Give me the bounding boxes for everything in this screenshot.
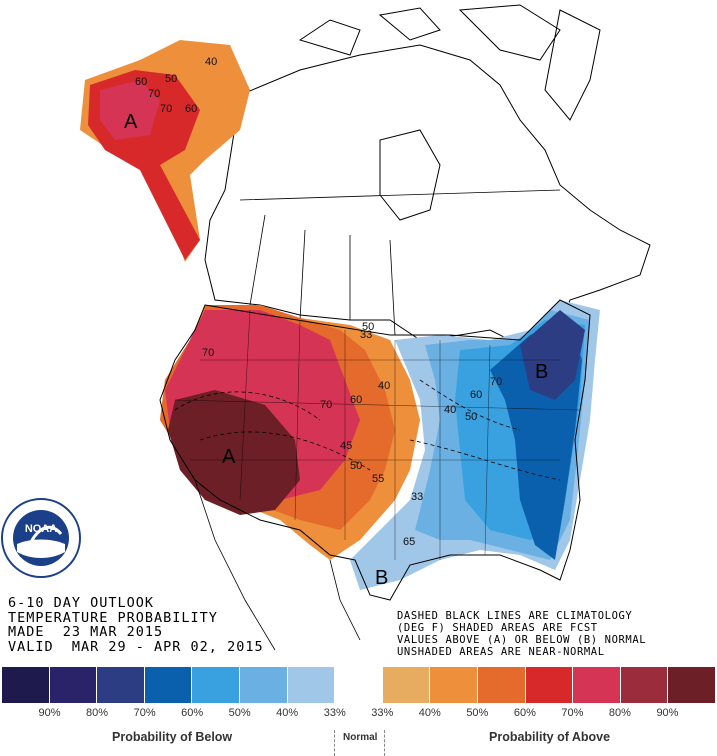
legend-swatch	[2, 667, 50, 703]
legend-swatch	[335, 667, 383, 703]
alaska-letter: A	[124, 111, 138, 133]
legend-tick-label: 80%	[86, 707, 109, 719]
contour-label: 55	[372, 473, 384, 485]
mexico-outline	[194, 479, 361, 651]
caption-above: Probability of Above	[489, 730, 611, 744]
note-line: VALUES ABOVE (A) OR BELOW (B) NORMAL	[397, 634, 647, 646]
legend-tick-label: 60%	[181, 707, 204, 719]
title-line: VALID MAR 29 - APR 02, 2015	[8, 638, 264, 655]
contour-label: 50	[362, 321, 374, 333]
legend-swatch	[668, 667, 715, 703]
hudson-bay-outline	[379, 129, 441, 221]
noaa-logo-text: NOAA	[25, 523, 57, 535]
legend-swatch	[382, 667, 431, 703]
caption-normal: Normal	[343, 732, 378, 743]
legend-tick-label: 40%	[418, 707, 441, 719]
legend-tick-label: 90%	[38, 707, 61, 719]
contour-label: 60	[185, 103, 197, 115]
title-line: MADE 23 MAR 2015	[8, 624, 164, 640]
legend-tick-label: 50%	[466, 707, 489, 719]
arctic-islands	[298, 4, 601, 121]
legend-tick-label: 90%	[656, 707, 679, 719]
legend-color-bar	[2, 667, 715, 703]
contour-label: 70	[320, 399, 332, 411]
contour-label: 70	[490, 376, 502, 388]
contour-label: 70	[202, 347, 214, 359]
caption-below: Probability of Below	[112, 730, 233, 744]
normal-divider-right	[384, 730, 385, 756]
state-lines	[174, 309, 581, 560]
contour-label: 50	[350, 460, 362, 472]
legend-swatch	[573, 667, 621, 703]
legend-ticks: 90% 80% 70% 60% 50% 40% 33% 33% 40% 50% 60% 70% 80% 9…	[2, 703, 715, 727]
legend-swatch	[49, 667, 98, 703]
east-letter: B	[535, 361, 548, 383]
note-line: DASHED BLACK LINES ARE CLIMATOLOGY	[397, 610, 633, 622]
legend-swatch	[620, 667, 669, 703]
noaa-logo: NOAA	[1, 498, 81, 578]
normal-divider-left	[334, 730, 335, 756]
contour-label: 60	[350, 394, 362, 406]
legend-swatch	[239, 667, 288, 703]
contour-label: 40	[378, 380, 390, 392]
canada-outline	[204, 44, 651, 346]
title-line: TEMPERATURE PROBABILITY	[8, 609, 218, 626]
contour-label: 70	[148, 88, 160, 100]
contour-labels: 40 50 60 70 70 60 70 60 50 40 33 45 50 5…	[135, 56, 502, 548]
climatology-dashes	[174, 379, 561, 481]
west-letter: A	[222, 446, 236, 468]
contour-label: 33	[360, 329, 372, 341]
legend-swatch	[192, 667, 240, 703]
us-outline	[159, 299, 591, 601]
notes-block: DASHED BLACK LINES ARE CLIMATOLOGY (DEG F…	[397, 610, 646, 658]
legend-swatch	[477, 667, 526, 703]
contour-label: 60	[470, 389, 482, 401]
legend-tick-label: 60%	[513, 707, 536, 719]
province-lines	[239, 189, 561, 336]
legend-tick-label: 40%	[276, 707, 299, 719]
contour-label: 40	[444, 404, 456, 416]
contour-label: 50	[465, 411, 477, 423]
north-america-outlook-map: A A B B 40 50 60 70 70 60 70 60 50 40 33…	[1, 4, 651, 651]
contour-label: 70	[160, 103, 172, 115]
legend-swatch	[430, 667, 478, 703]
contour-label: 45	[340, 440, 352, 452]
alaska-core-shading	[100, 80, 160, 140]
legend-captions: Probability of Below Normal Probability …	[0, 730, 717, 756]
legend-tick-label: 33%	[323, 707, 346, 719]
legend-swatch	[287, 667, 336, 703]
legend-swatch	[144, 667, 193, 703]
contour-label: 60	[135, 76, 147, 88]
contour-label: 33	[411, 491, 423, 503]
legend-tick-label: 80%	[608, 707, 631, 719]
contour-label: 40	[205, 56, 217, 68]
legend-tick-label: 50%	[228, 707, 251, 719]
legend-tick-label: 70%	[133, 707, 156, 719]
legend-tick-label: 70%	[561, 707, 584, 719]
note-line: UNSHADED AREAS ARE NEAR-NORMAL	[397, 646, 605, 658]
us-below-70	[520, 310, 585, 400]
contour-label: 50	[165, 73, 177, 85]
outlook-title-block: 6-10 DAY OUTLOOK TEMPERATURE PROBABILITY M…	[8, 596, 264, 654]
contour-label: 65	[403, 536, 415, 548]
texas-letter: B	[375, 567, 388, 589]
legend-swatch	[97, 667, 145, 703]
us-above-80	[168, 390, 300, 515]
title-line: 6-10 DAY OUTLOOK	[8, 595, 155, 611]
note-line: (DEG F) SHADED AREAS ARE FCST	[397, 622, 598, 634]
legend-tick-label: 33%	[371, 707, 394, 719]
legend-swatch	[525, 667, 574, 703]
